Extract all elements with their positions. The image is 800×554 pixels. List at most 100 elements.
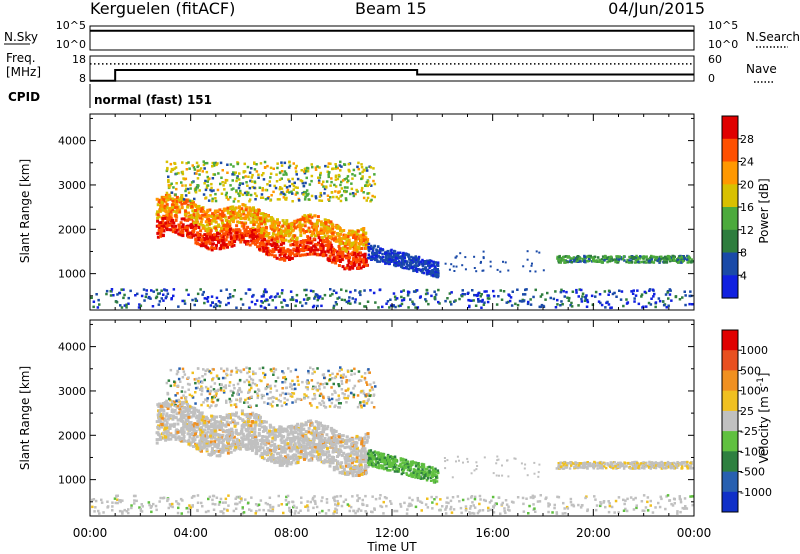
data-cell xyxy=(676,512,679,515)
data-cell xyxy=(607,500,610,503)
data-cell xyxy=(426,292,429,295)
data-cell xyxy=(311,433,315,437)
data-cell xyxy=(629,261,632,264)
data-cell xyxy=(330,458,334,462)
data-cell xyxy=(364,238,367,242)
data-cell xyxy=(354,289,357,292)
data-cell xyxy=(205,235,209,239)
data-cell xyxy=(575,257,579,261)
data-cell xyxy=(203,182,206,185)
data-cell xyxy=(338,252,342,255)
data-cell xyxy=(436,263,439,267)
data-cell xyxy=(267,303,271,306)
data-cell xyxy=(349,290,352,294)
data-cell xyxy=(214,226,218,230)
data-cell xyxy=(580,297,583,301)
power-scatter xyxy=(90,160,694,310)
data-cell xyxy=(444,262,447,265)
data-cell xyxy=(164,209,168,213)
data-cell xyxy=(503,507,506,510)
data-cell xyxy=(222,224,226,227)
data-cell xyxy=(450,303,453,306)
data-cell xyxy=(452,508,456,511)
data-cell xyxy=(569,500,573,504)
data-cell xyxy=(277,250,281,254)
data-cell xyxy=(241,423,245,427)
data-cell xyxy=(254,209,258,213)
data-cell xyxy=(453,300,456,303)
data-cell xyxy=(280,187,284,190)
data-cell xyxy=(266,502,269,506)
data-cell xyxy=(529,496,533,499)
data-cell xyxy=(327,243,331,247)
data-cell xyxy=(167,175,170,178)
data-cell xyxy=(228,224,232,228)
data-cell xyxy=(190,181,194,184)
data-cell xyxy=(327,175,330,179)
data-cell xyxy=(201,213,205,217)
data-cell xyxy=(478,509,482,512)
data-cell xyxy=(201,234,205,238)
data-cell xyxy=(371,251,374,254)
data-cell xyxy=(285,256,289,260)
data-cell xyxy=(209,304,213,307)
data-cell xyxy=(285,190,289,193)
data-cell xyxy=(200,217,204,221)
data-cell xyxy=(299,241,303,244)
data-cell xyxy=(250,167,253,170)
data-cell xyxy=(360,240,364,244)
data-cell xyxy=(120,288,123,291)
data-cell xyxy=(206,430,210,434)
data-cell xyxy=(388,306,391,309)
data-cell xyxy=(279,186,282,189)
data-cell xyxy=(662,303,666,307)
data-cell xyxy=(679,498,682,501)
data-cell xyxy=(222,246,226,250)
data-cell xyxy=(229,207,233,210)
data-cell xyxy=(464,256,467,259)
data-cell xyxy=(655,257,658,261)
data-cell xyxy=(435,502,439,506)
data-cell xyxy=(157,409,161,413)
data-cell xyxy=(626,301,630,304)
data-cell xyxy=(364,231,368,235)
data-cell xyxy=(346,235,350,238)
data-cell xyxy=(335,165,338,168)
data-cell xyxy=(290,256,294,260)
data-cell xyxy=(242,212,246,216)
data-cell xyxy=(304,239,308,242)
data-cell xyxy=(180,181,183,184)
data-cell xyxy=(479,498,482,501)
data-cell xyxy=(556,495,559,499)
data-cell xyxy=(271,236,275,240)
data-cell xyxy=(301,181,305,185)
data-cell xyxy=(205,237,209,241)
colorbar-tick-label: 8 xyxy=(740,247,747,260)
data-cell xyxy=(240,234,244,238)
data-cell xyxy=(258,424,262,428)
data-cell xyxy=(217,240,220,244)
data-cell xyxy=(282,239,286,242)
data-cell xyxy=(658,259,662,263)
data-cell xyxy=(217,449,221,453)
data-cell xyxy=(273,295,277,299)
data-cell xyxy=(325,501,329,504)
data-cell xyxy=(185,288,188,292)
data-cell xyxy=(483,290,486,293)
data-cell xyxy=(195,161,199,165)
data-cell xyxy=(316,252,320,256)
data-cell xyxy=(336,499,339,503)
data-cell xyxy=(437,269,440,273)
data-cell xyxy=(308,215,312,219)
data-cell xyxy=(184,199,188,203)
data-cell xyxy=(426,506,430,509)
data-cell xyxy=(263,230,267,234)
data-cell xyxy=(257,209,261,212)
data-cell xyxy=(636,258,639,262)
data-cell xyxy=(362,442,366,446)
data-cell xyxy=(159,221,163,225)
data-cell xyxy=(347,242,351,246)
data-cell xyxy=(435,495,438,499)
data-cell xyxy=(364,184,367,187)
data-cell xyxy=(613,511,616,514)
